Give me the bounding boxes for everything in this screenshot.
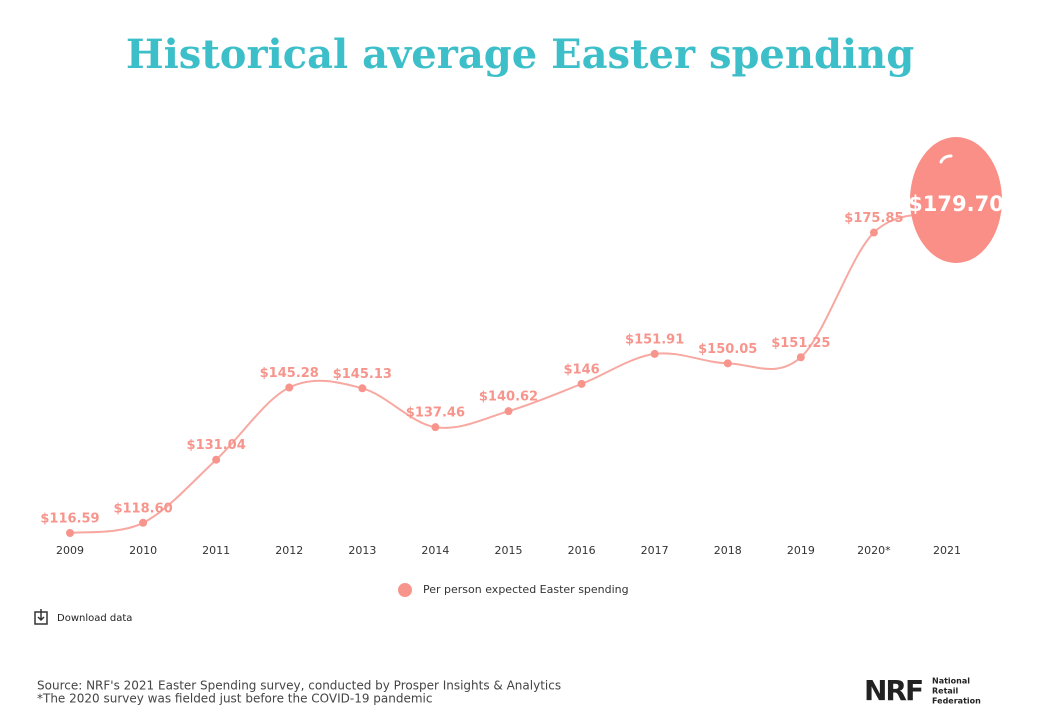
x-tick-label: 2015: [495, 544, 523, 557]
download-button[interactable]: Download data: [34, 609, 132, 625]
point: [358, 384, 367, 393]
line: [69, 212, 948, 534]
x-tick-label: 2011: [202, 544, 230, 557]
point: [723, 359, 732, 368]
logo-name: National: [932, 677, 970, 686]
value-label: $179.70: [908, 192, 1004, 216]
logo-name: Retail: [932, 687, 959, 696]
value-label: $145.28: [260, 366, 319, 381]
value-label: $145.13: [333, 367, 392, 382]
x-tick-label: 2013: [348, 544, 376, 557]
point: [869, 228, 878, 237]
x-tick-label: 2009: [56, 544, 84, 557]
point: [504, 407, 513, 416]
point: [285, 383, 294, 392]
x-tick-label: 2020*: [857, 544, 891, 557]
point: [212, 455, 221, 464]
point: [139, 518, 148, 527]
logo-mark: NRF: [864, 674, 922, 707]
value-label: $150.05: [698, 342, 757, 357]
point: [577, 379, 586, 388]
value-label: $140.62: [479, 390, 538, 405]
point: [796, 353, 805, 362]
point: [650, 349, 659, 358]
legend-label: Per person expected Easter spending: [423, 583, 629, 596]
x-tick-label: 2014: [421, 544, 449, 557]
point: [66, 529, 74, 537]
point: [431, 423, 440, 432]
egg-shine: [939, 154, 953, 164]
value-label: $137.46: [406, 406, 465, 421]
value-label: $175.85: [844, 211, 903, 226]
chart-title: Historical average Easter spending: [126, 31, 914, 78]
x-tick-label: 2012: [275, 544, 303, 557]
legend-swatch: [398, 583, 412, 597]
logo-name: Federation: [932, 697, 981, 706]
x-tick-label: 2018: [714, 544, 742, 557]
value-label: $146: [563, 362, 599, 377]
egg-marker: [910, 137, 1002, 263]
download-label: Download data: [57, 613, 132, 624]
footnote: *The 2020 survey was fielded just before…: [37, 692, 432, 706]
x-tick-label: 2010: [129, 544, 157, 557]
value-label: $131.04: [187, 438, 246, 453]
value-label: $116.59: [40, 512, 99, 527]
source: Source: NRF's 2021 Easter Spending surve…: [37, 679, 561, 693]
value-label: $151.91: [625, 332, 684, 347]
x-tick-label: 2017: [641, 544, 669, 557]
x-tick-label: 2016: [568, 544, 596, 557]
x-tick-label: 2019: [787, 544, 815, 557]
value-label: $118.60: [113, 501, 172, 516]
download-arrow: [37, 609, 45, 622]
x-tick-label: 2021: [933, 544, 961, 557]
value-label: $151.25: [771, 336, 830, 351]
